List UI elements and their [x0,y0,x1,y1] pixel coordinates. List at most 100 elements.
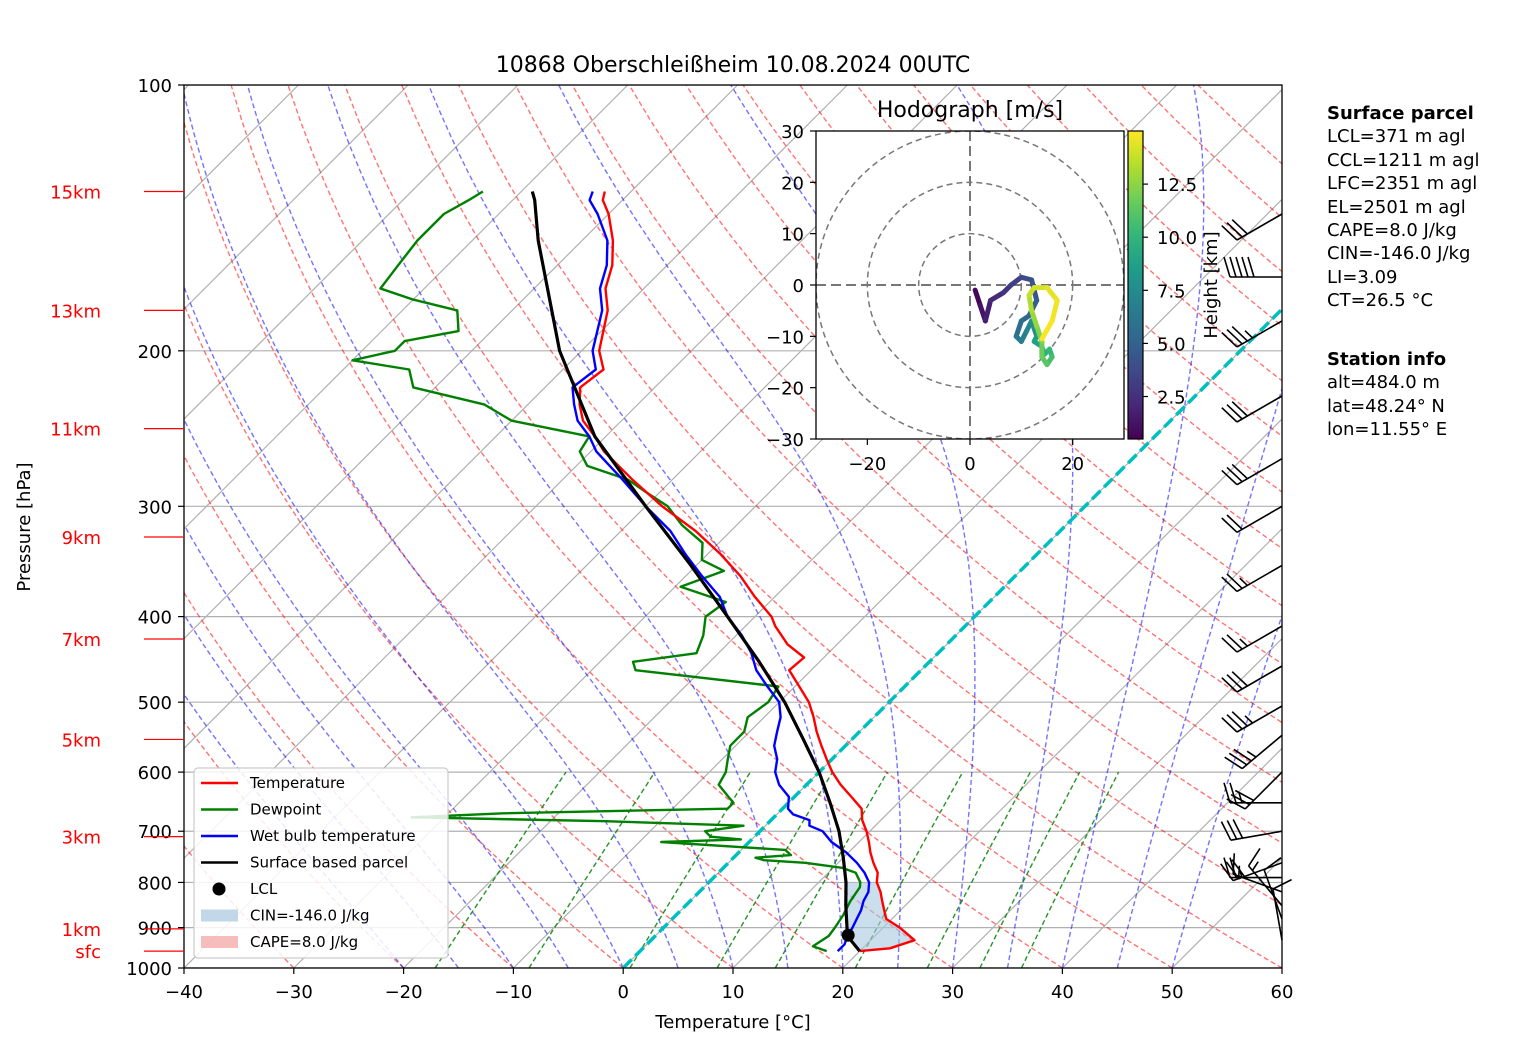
colorbar-label: Height [km] [1201,231,1222,338]
colorbar [1127,130,1144,440]
hodograph-y-tick-label: −10 [766,327,804,348]
x-tick-label: 60 [1271,982,1294,1003]
wind-barb-flag [1228,752,1248,766]
wind-barb-flag [1221,407,1238,423]
x-tick-label: 50 [1161,982,1184,1003]
hodograph-title: Hodograph [m/s] [877,98,1063,123]
el-value: EL=2501 m agl [1327,196,1466,218]
x-tick-label: 20 [831,982,854,1003]
wind-barb-flag [1226,674,1243,690]
wind-barb [1221,395,1283,423]
legend: Temperature Dewpoint Wet bulb temperature S… [193,767,449,959]
wind-barb-staff [1236,213,1283,241]
isotherm-gridline [184,85,519,420]
wind-barb [1220,819,1283,841]
hodograph-plot [816,131,1124,439]
wind-barb-staff [1236,395,1283,423]
wind-barb [1263,857,1283,920]
legend-label: LCL [250,880,278,898]
dry-adiabat-line [184,119,844,968]
wind-barb-flag [1232,853,1236,875]
legend-dot-swatch [212,882,226,896]
legend-label: Wet bulb temperature [250,827,416,845]
wind-barb-halfflag [1238,792,1243,804]
hodograph-ring [917,232,1023,338]
moist-adiabat-line [184,90,679,968]
chart-title: 10868 Oberschleißheim 10.08.2024 00UTC [496,53,971,78]
hodograph-y-tick-label: 30 [781,122,804,143]
wind-barb-staff [1272,888,1283,941]
wind-barb-flag [1272,878,1292,890]
zero-isotherm-line [621,306,1282,968]
wind-barb-flag [1235,256,1243,278]
height-marker-label: 11km [50,420,101,441]
x-axis-label: Temperature [°C] [654,1012,810,1033]
colorbar-tick-label: 7.5 [1157,281,1186,302]
wind-barb [1272,878,1292,941]
mixing-ratio-line [979,771,1081,968]
wind-barb-halfflag [1238,865,1241,877]
mixing-ratio-line [774,771,889,968]
station-longitude: lon=11.55° E [1327,419,1448,441]
hodograph-segment [1013,318,1024,339]
moist-adiabat-line [246,85,734,968]
lcl-marker [841,928,855,942]
hodograph-x-tick-label: 20 [1061,454,1084,475]
legend-box [193,767,449,959]
wind-barb-staff [1247,865,1283,907]
x-tick-label: −40 [165,982,203,1003]
colorbar-tick-label: 10.0 [1157,228,1197,249]
legend-label: Temperature [249,774,345,792]
wind-barb-flag [1247,847,1261,867]
wind-barb-flag [1226,573,1243,589]
hodograph-x-tick-label: 0 [964,454,975,475]
y-tick-label: 400 [138,608,172,629]
isotherm-gridline [184,85,409,311]
wind-barb [1221,320,1283,348]
x-tick-label: 0 [617,982,628,1003]
wind-barb-staff [1236,625,1283,653]
y-tick-label: 300 [138,497,172,518]
mixing-ratio-line [434,771,567,968]
hodograph-inset: Hodograph [m/s] −20 0 20 −30 −20 −10 0 10 20 30 2.5… [766,98,1222,475]
wind-barb-flag [1231,401,1248,417]
height-marker-label: 13km [50,301,101,322]
ccl-value: CCL=1211 m agl [1327,149,1480,171]
wind-barb-flag [1226,820,1238,840]
wind-barb-halfflag [1239,577,1248,586]
x-tick-label: −30 [275,982,313,1003]
hodograph-y-tick-label: 20 [781,173,804,194]
wind-barb [1247,847,1283,907]
wind-barb-flag [1221,637,1238,653]
station-latitude: lat=48.24° N [1327,395,1445,417]
wind-barb-staff [1263,869,1283,920]
x-tick-label: 40 [1051,982,1074,1003]
hodograph-segment [1049,297,1060,324]
x-tick-label: −10 [494,982,532,1003]
wind-barb-staff [1236,705,1283,733]
skewt-series [351,190,916,953]
wind-barb [1221,564,1283,593]
station-info-panel: Station info alt=484.0 m lat=48.24° N lo… [1327,348,1447,442]
wind-barb-flag [1223,782,1231,804]
station-altitude: alt=484.0 m [1327,372,1440,394]
moist-adiabat-line [427,85,844,968]
wind-barb-flag [1226,634,1243,650]
hodograph-segment [1039,318,1055,342]
isotherm-gridline [952,637,1282,968]
moist-adiabat-line [1061,85,1205,968]
wind-barb-flag [1226,514,1243,530]
wind-barb-staff [1241,734,1283,770]
mixing-ratio-line [528,771,656,968]
height-marker-label: 1km [62,920,101,941]
mixing-ratio-line [716,771,834,968]
wind-barb-flag [1231,671,1248,687]
hodograph-segment [1029,308,1040,329]
wind-barb [1221,505,1283,533]
wind-barb-halfflag [1244,330,1254,339]
moist-adiabat-line [184,417,569,968]
height-marker-label: sfc [75,942,101,963]
wind-barb-staff [1236,458,1283,486]
isotherm-gridline [184,85,848,750]
